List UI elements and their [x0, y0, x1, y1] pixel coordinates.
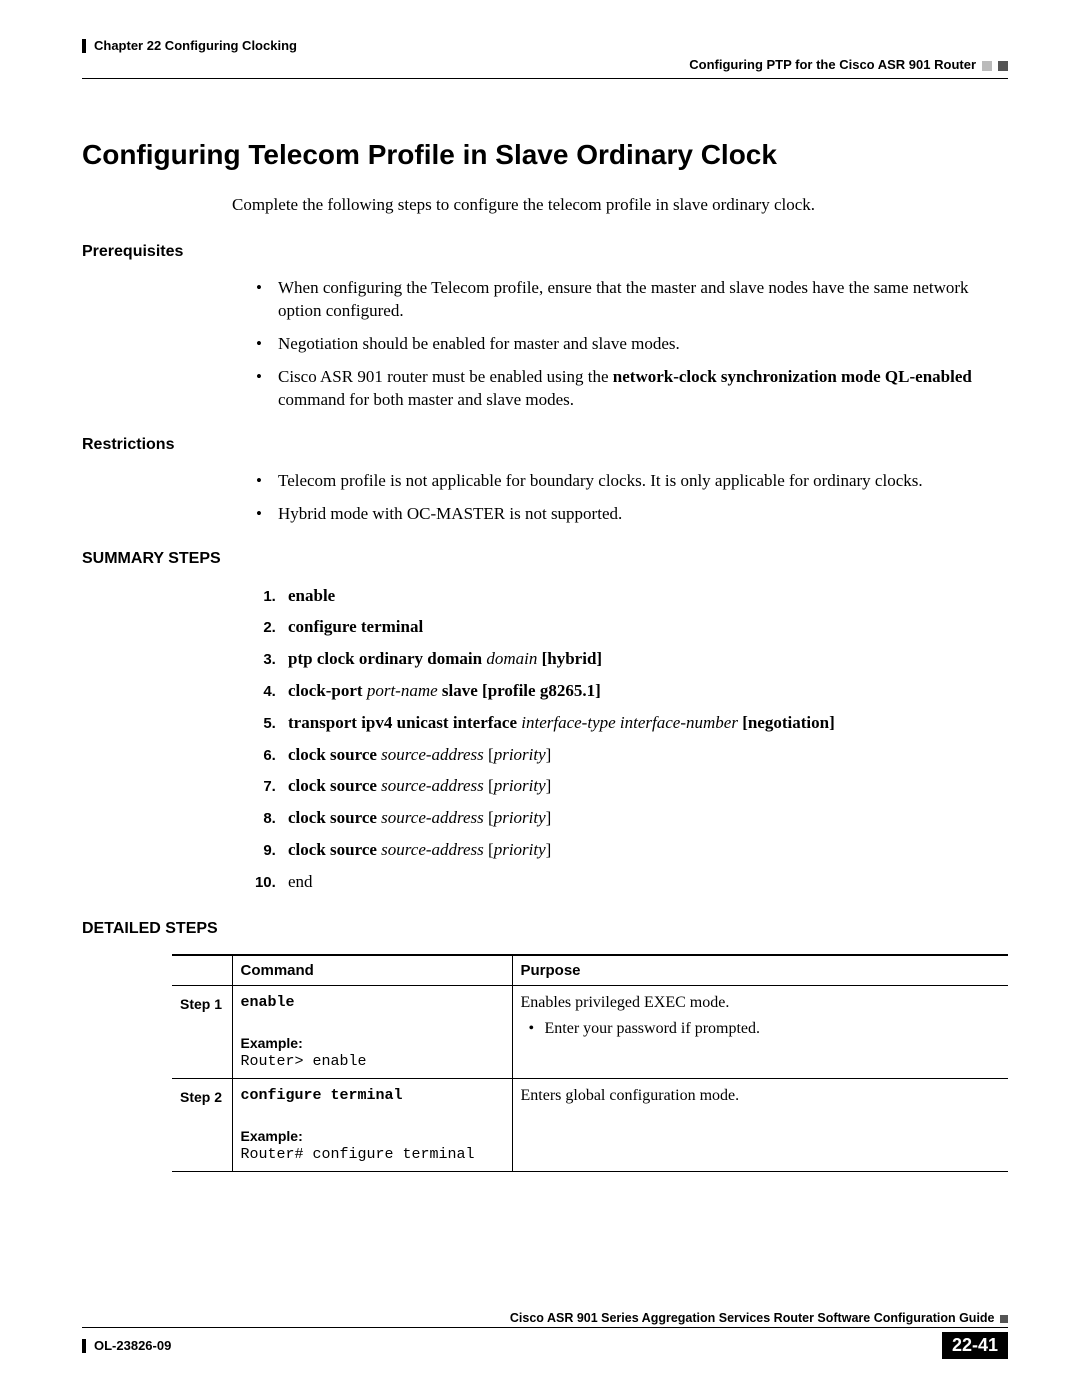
example-label: Example: [241, 1128, 504, 1144]
summary-step: end [280, 870, 1008, 894]
table-header-command: Command [232, 955, 512, 986]
chapter-header: Chapter 22 Configuring Clocking [82, 38, 1008, 53]
summary-step: clock-port port-name slave [profile g826… [280, 679, 1008, 703]
section-label: Configuring PTP for the Cisco ASR 901 Ro… [689, 57, 976, 72]
prerequisites-list: When configuring the Telecom profile, en… [252, 277, 1008, 412]
detailed-steps-label: DETAILED STEPS [82, 920, 1008, 938]
section-header-row: Configuring PTP for the Cisco ASR 901 Ro… [82, 57, 1008, 74]
example-label: Example: [241, 1035, 504, 1051]
page-title: Configuring Telecom Profile in Slave Ord… [82, 139, 1008, 171]
step-number: Step 1 [172, 985, 232, 1078]
command-code: configure terminal [241, 1087, 504, 1104]
table-row: Step 1 enable Example: Router> enable En… [172, 985, 1008, 1078]
footer-bottom-row: OL-23826-09 22-41 [82, 1332, 1008, 1359]
summary-step: clock source source-address [priority] [280, 806, 1008, 830]
summary-step: ptp clock ordinary domain domain [hybrid… [280, 647, 1008, 671]
footer-guide-title: Cisco ASR 901 Series Aggregation Service… [82, 1311, 1008, 1325]
summary-steps-label: SUMMARY STEPS [82, 550, 1008, 568]
restriction-item: Telecom profile is not applicable for bo… [252, 470, 1008, 493]
header-rule [82, 78, 1008, 79]
purpose-cell: Enters global configuration mode. [512, 1078, 1008, 1171]
intro-text: Complete the following steps to configur… [232, 195, 1008, 215]
page-footer: Cisco ASR 901 Series Aggregation Service… [82, 1311, 1008, 1359]
example-code: Router> enable [241, 1053, 504, 1070]
footer-doc-id: OL-23826-09 [82, 1338, 171, 1353]
purpose-cell: Enables privileged EXEC mode. Enter your… [512, 985, 1008, 1078]
table-row: Step 2 configure terminal Example: Route… [172, 1078, 1008, 1171]
header-bar [82, 39, 86, 53]
summary-step: clock source source-address [priority] [280, 838, 1008, 862]
footer-square-icon [1000, 1315, 1008, 1323]
summary-step: clock source source-address [priority] [280, 743, 1008, 767]
step-number: Step 2 [172, 1078, 232, 1171]
table-header-purpose: Purpose [512, 955, 1008, 986]
detailed-steps-table: Command Purpose Step 1 enable Example: R… [172, 954, 1008, 1172]
prerequisites-label: Prerequisites [82, 243, 1008, 261]
restrictions-list: Telecom profile is not applicable for bo… [252, 470, 1008, 526]
purpose-text: Enables privileged EXEC mode. [521, 994, 1001, 1012]
table-header-blank [172, 955, 232, 986]
chapter-label: Chapter 22 Configuring Clocking [94, 38, 297, 53]
summary-steps-list: enable configure terminal ptp clock ordi… [252, 584, 1008, 894]
footer-bar [82, 1339, 86, 1353]
prereq-item: Cisco ASR 901 router must be enabled usi… [252, 366, 1008, 412]
example-code: Router# configure terminal [241, 1146, 504, 1163]
command-cell: enable Example: Router> enable [232, 985, 512, 1078]
restrictions-label: Restrictions [82, 436, 1008, 454]
page-number-badge: 22-41 [942, 1332, 1008, 1359]
command-cell: configure terminal Example: Router# conf… [232, 1078, 512, 1171]
detailed-steps-table-wrap: Command Purpose Step 1 enable Example: R… [172, 954, 1008, 1172]
purpose-sub-text: Enter your password if prompted. [545, 1020, 1001, 1038]
summary-step: clock source source-address [priority] [280, 774, 1008, 798]
header-square-dark [998, 61, 1008, 71]
summary-step: enable [280, 584, 1008, 608]
restriction-item: Hybrid mode with OC-MASTER is not suppor… [252, 503, 1008, 526]
command-code: enable [241, 994, 504, 1011]
summary-step: configure terminal [280, 615, 1008, 639]
purpose-text: Enters global configuration mode. [521, 1087, 1001, 1105]
footer-rule [82, 1327, 1008, 1328]
prereq-item: Negotiation should be enabled for master… [252, 333, 1008, 356]
table-header-row: Command Purpose [172, 955, 1008, 986]
summary-step: transport ipv4 unicast interface interfa… [280, 711, 1008, 735]
prereq-item: When configuring the Telecom profile, en… [252, 277, 1008, 323]
header-square-light [982, 61, 992, 71]
